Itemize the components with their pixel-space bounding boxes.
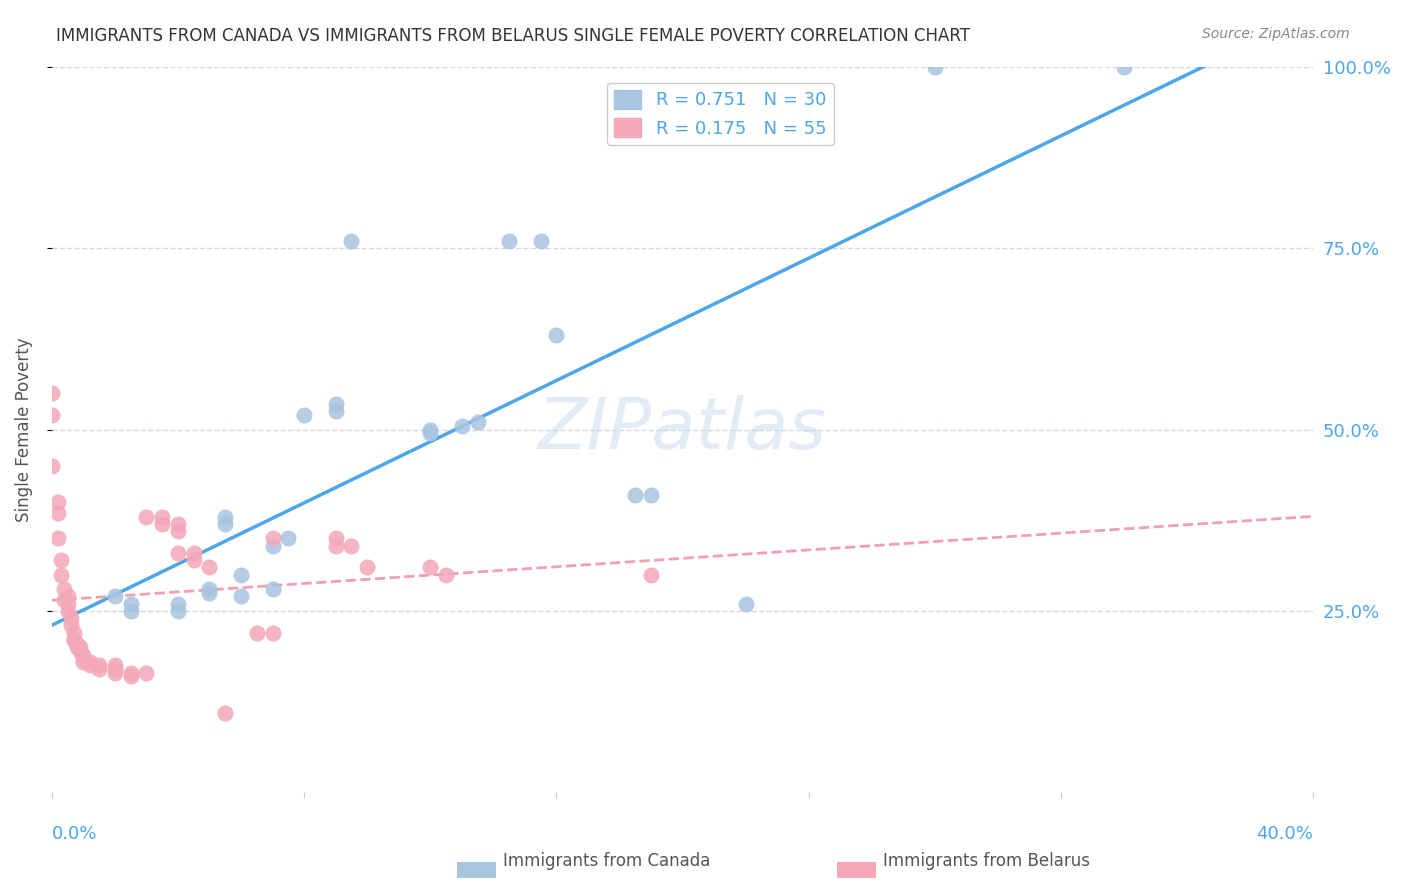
Point bbox=[640, 488, 662, 502]
Point bbox=[46, 532, 69, 546]
Point bbox=[53, 582, 76, 597]
Point bbox=[640, 567, 662, 582]
Point bbox=[356, 560, 378, 574]
Point bbox=[46, 495, 69, 509]
Point bbox=[63, 632, 86, 647]
Point bbox=[69, 640, 91, 655]
Point bbox=[434, 567, 457, 582]
Point bbox=[467, 415, 489, 429]
Point bbox=[229, 567, 252, 582]
Point bbox=[59, 618, 82, 632]
Point bbox=[262, 625, 284, 640]
Point bbox=[183, 553, 205, 567]
Point bbox=[41, 408, 63, 422]
Text: IMMIGRANTS FROM CANADA VS IMMIGRANTS FROM BELARUS SINGLE FEMALE POVERTY CORRELAT: IMMIGRANTS FROM CANADA VS IMMIGRANTS FRO… bbox=[56, 27, 970, 45]
Point bbox=[41, 386, 63, 401]
Point bbox=[104, 658, 127, 673]
Point bbox=[79, 658, 101, 673]
Text: Immigrants from Canada: Immigrants from Canada bbox=[503, 852, 710, 870]
Point bbox=[419, 426, 441, 441]
Point bbox=[183, 546, 205, 560]
Point bbox=[262, 582, 284, 597]
Point bbox=[69, 644, 91, 658]
Point bbox=[167, 604, 190, 618]
Point bbox=[66, 640, 89, 655]
Point bbox=[53, 593, 76, 607]
Point bbox=[135, 509, 157, 524]
Point bbox=[51, 567, 73, 582]
Point bbox=[419, 423, 441, 437]
Point bbox=[104, 665, 127, 680]
Point bbox=[167, 546, 190, 560]
Point bbox=[340, 234, 363, 248]
Point bbox=[120, 604, 142, 618]
Point bbox=[325, 397, 347, 411]
Point bbox=[46, 506, 69, 520]
Point bbox=[498, 234, 520, 248]
Point bbox=[56, 590, 79, 604]
Point bbox=[167, 516, 190, 531]
Point bbox=[104, 590, 127, 604]
Point bbox=[120, 669, 142, 683]
Point bbox=[292, 408, 315, 422]
Point bbox=[56, 604, 79, 618]
Point bbox=[325, 404, 347, 418]
Point bbox=[734, 597, 756, 611]
Point bbox=[229, 590, 252, 604]
Point bbox=[63, 625, 86, 640]
Point bbox=[41, 458, 63, 473]
Point bbox=[150, 509, 173, 524]
Point bbox=[325, 532, 347, 546]
Point bbox=[87, 658, 110, 673]
Point bbox=[59, 611, 82, 625]
Point bbox=[167, 597, 190, 611]
Point bbox=[150, 516, 173, 531]
Text: ZIPatlas: ZIPatlas bbox=[538, 395, 827, 464]
Point bbox=[277, 532, 299, 546]
Point bbox=[340, 539, 363, 553]
Point bbox=[104, 662, 127, 676]
Point bbox=[72, 655, 94, 669]
Text: 0.0%: 0.0% bbox=[52, 825, 97, 843]
Point bbox=[135, 665, 157, 680]
Point bbox=[262, 532, 284, 546]
Point bbox=[120, 665, 142, 680]
Point bbox=[87, 662, 110, 676]
Point bbox=[214, 516, 236, 531]
Y-axis label: Single Female Poverty: Single Female Poverty bbox=[15, 337, 32, 522]
Point bbox=[624, 488, 647, 502]
Point bbox=[63, 632, 86, 647]
Point bbox=[924, 60, 946, 74]
Text: Source: ZipAtlas.com: Source: ZipAtlas.com bbox=[1202, 27, 1350, 41]
Point bbox=[529, 234, 551, 248]
Point bbox=[262, 539, 284, 553]
Point bbox=[419, 560, 441, 574]
Legend: R = 0.751   N = 30, R = 0.175   N = 55: R = 0.751 N = 30, R = 0.175 N = 55 bbox=[607, 83, 834, 145]
Point bbox=[214, 706, 236, 720]
Point bbox=[450, 418, 472, 433]
Point bbox=[56, 597, 79, 611]
Point bbox=[325, 539, 347, 553]
Text: Immigrants from Belarus: Immigrants from Belarus bbox=[883, 852, 1090, 870]
Point bbox=[66, 637, 89, 651]
Point bbox=[198, 586, 221, 600]
Point bbox=[546, 328, 568, 343]
Text: 40.0%: 40.0% bbox=[1257, 825, 1313, 843]
Point bbox=[198, 560, 221, 574]
Point bbox=[167, 524, 190, 538]
Point bbox=[72, 651, 94, 665]
Point bbox=[246, 625, 269, 640]
Point bbox=[72, 648, 94, 662]
Point bbox=[120, 597, 142, 611]
Point bbox=[79, 655, 101, 669]
Point bbox=[198, 582, 221, 597]
Point bbox=[51, 553, 73, 567]
Point bbox=[214, 509, 236, 524]
Point bbox=[1112, 60, 1135, 74]
